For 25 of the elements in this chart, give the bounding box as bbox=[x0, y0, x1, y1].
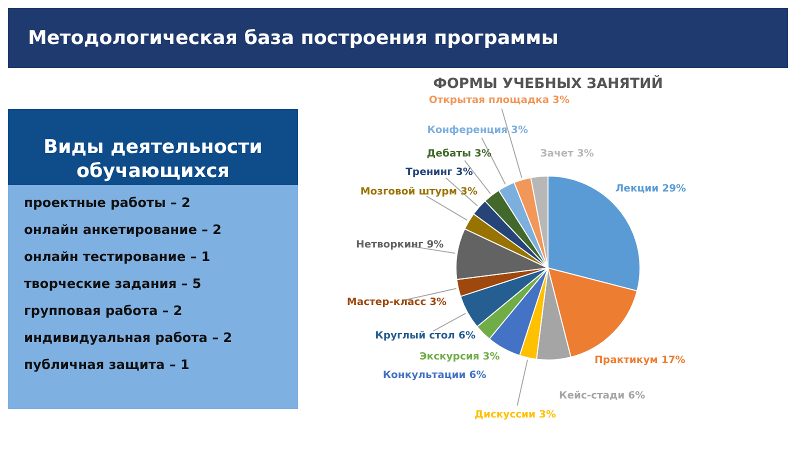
slice-label: Конференция 3% bbox=[427, 124, 528, 136]
text: онлайн анкетирование – 2 bbox=[24, 223, 222, 238]
slice-label: Тренинг 3% bbox=[406, 167, 473, 178]
text: групповая работа – 2 bbox=[24, 304, 182, 319]
slice-label: Конкультации 6% bbox=[382, 370, 486, 381]
slice-label: Дебаты 3% bbox=[426, 148, 492, 160]
slice-label: Мастер-класс 3% bbox=[346, 296, 447, 308]
text: публичная защита – 1 bbox=[24, 358, 190, 373]
slice-label: Дискуссии 3% bbox=[474, 409, 556, 420]
slice-label: Кейс-стади 6% bbox=[559, 390, 646, 402]
slice-label: Экскурсия 3% bbox=[419, 351, 500, 362]
text: онлайн тестирование – 1 bbox=[24, 250, 210, 265]
text: проектные работы – 2 bbox=[24, 196, 190, 211]
text: индивидуальная работа – 2 bbox=[24, 331, 232, 346]
slice-label: Открытая площадка 3% bbox=[428, 94, 570, 106]
slice-label: Зачет 3% bbox=[540, 148, 594, 160]
text: творческие задания – 5 bbox=[24, 277, 202, 292]
text: Виды деятельности обучающихся bbox=[44, 136, 262, 182]
slice-label: Практикум 17% bbox=[594, 354, 686, 366]
text: Методологическая база построения программы bbox=[28, 27, 558, 49]
slice-label: Мозговой штурм 3% bbox=[360, 186, 478, 198]
slice-label: Нетворкинг 9% bbox=[356, 240, 444, 251]
chart-title: ФОРМЫ УЧЕБНЫХ ЗАНЯТИЙ bbox=[433, 74, 663, 92]
slice-label: Круглый стол 6% bbox=[375, 330, 476, 342]
slice-label: Лекции 29% bbox=[615, 183, 686, 194]
